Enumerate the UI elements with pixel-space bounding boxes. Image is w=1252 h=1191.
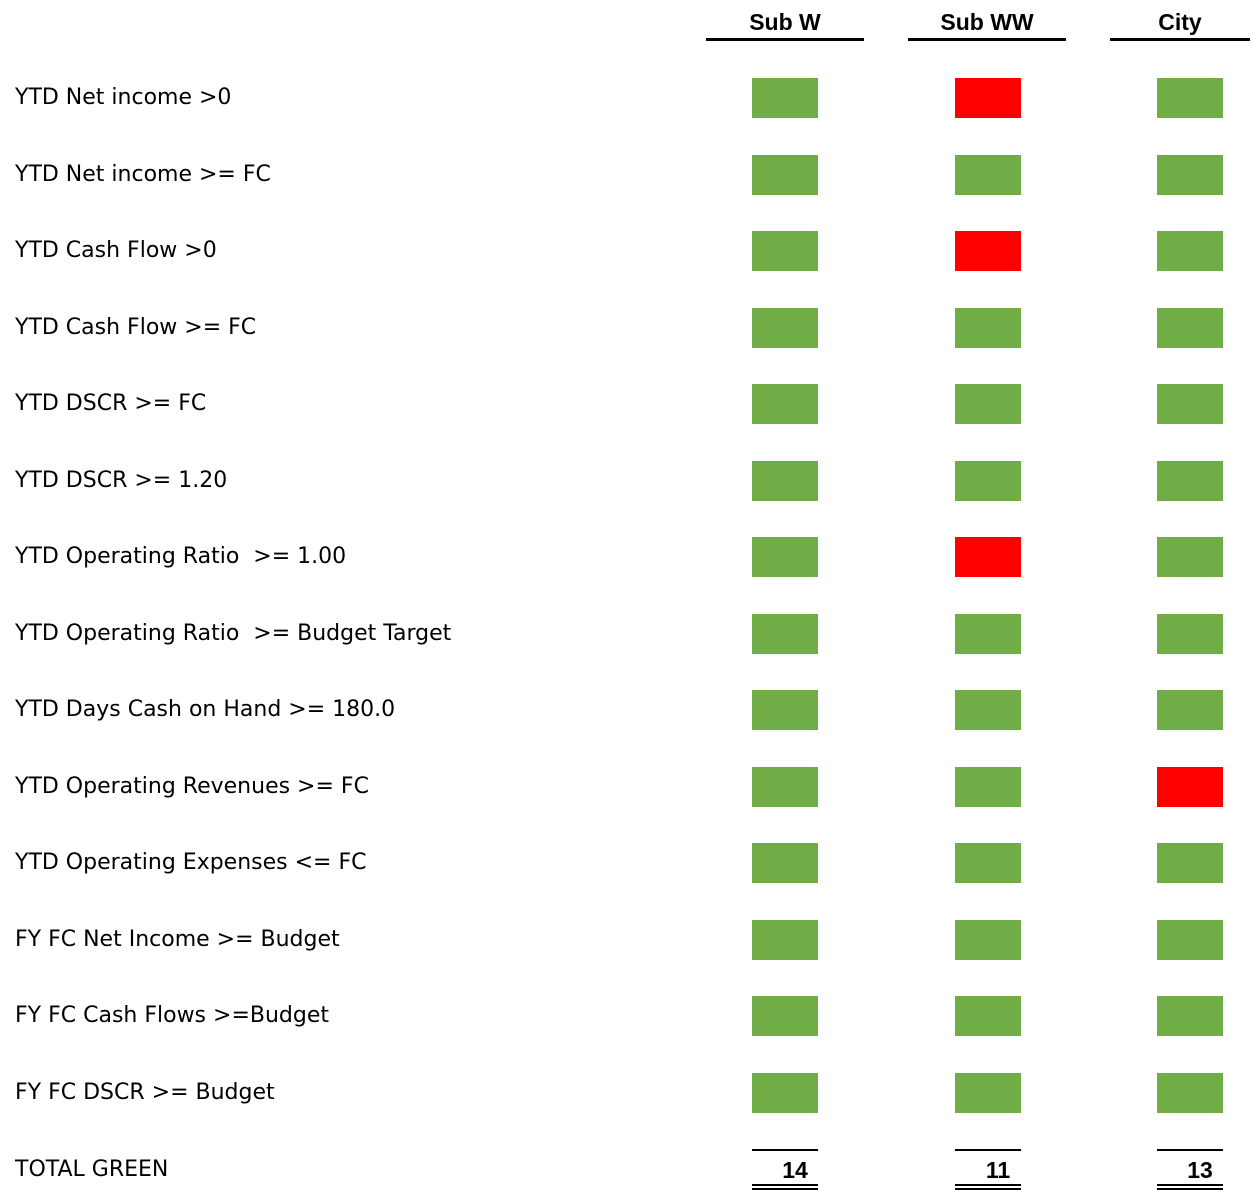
- status-cell: [955, 154, 1021, 195]
- status-cell: [752, 231, 818, 272]
- status-cell: [955, 996, 1021, 1037]
- column-header: City: [1158, 9, 1202, 35]
- status-cell: [955, 766, 1021, 807]
- status-cell: [955, 307, 1021, 348]
- status-cell: [955, 919, 1021, 960]
- row-label: YTD DSCR >= FC: [15, 391, 207, 417]
- status-cell: [752, 996, 818, 1037]
- status-cell: [1157, 537, 1223, 578]
- total-double-rule: [752, 1188, 818, 1190]
- status-cell: [752, 460, 818, 501]
- row-label: YTD Operating Ratio >= Budget Target: [15, 620, 452, 646]
- status-cell: [955, 843, 1021, 884]
- status-cell: [1157, 460, 1223, 501]
- header-underline: [1110, 38, 1250, 41]
- row-label: YTD Net income >= FC: [15, 161, 271, 187]
- status-cell: [1157, 613, 1223, 654]
- row-label: FY FC DSCR >= Budget: [15, 1080, 275, 1106]
- total-double-rule: [752, 1184, 818, 1186]
- status-cell: [752, 537, 818, 578]
- row-label: FY FC Cash Flows >=Budget: [15, 1003, 330, 1029]
- row-label: YTD Cash Flow >0: [15, 238, 217, 264]
- status-cell: [955, 613, 1021, 654]
- total-top-rule: [752, 1149, 818, 1151]
- status-cell: [752, 384, 818, 425]
- status-cell: [752, 307, 818, 348]
- status-cell: [955, 231, 1021, 272]
- column-header: Sub WW: [940, 9, 1034, 35]
- column-header: Sub W: [749, 9, 821, 35]
- status-cell: [752, 154, 818, 195]
- status-cell: [752, 690, 818, 731]
- status-cell: [955, 1073, 1021, 1114]
- header-underline: [706, 38, 864, 41]
- status-cell: [1157, 843, 1223, 884]
- header-underline: [908, 38, 1066, 41]
- status-cell: [1157, 766, 1223, 807]
- status-cell: [1157, 307, 1223, 348]
- status-cell: [752, 78, 818, 118]
- status-cell: [955, 78, 1021, 118]
- status-cell: [1157, 690, 1223, 731]
- row-label: FY FC Net Income >= Budget: [15, 926, 340, 952]
- status-cell: [752, 919, 818, 960]
- status-cell: [1157, 231, 1223, 272]
- row-label: YTD Operating Ratio >= 1.00: [15, 544, 347, 570]
- row-label: YTD Net income >0: [15, 85, 232, 110]
- total-value: 14: [782, 1157, 808, 1183]
- row-label: YTD Operating Expenses <= FC: [15, 850, 367, 876]
- status-cell: [955, 537, 1021, 578]
- total-double-rule: [1157, 1188, 1223, 1190]
- total-double-rule: [1157, 1184, 1223, 1186]
- total-top-rule: [1157, 1149, 1223, 1151]
- status-cell: [955, 460, 1021, 501]
- total-label: TOTAL GREEN: [15, 1157, 169, 1182]
- status-cell: [752, 1073, 818, 1114]
- status-cell: [955, 690, 1021, 731]
- status-cell: [1157, 384, 1223, 425]
- row-label: YTD DSCR >= 1.20: [15, 467, 228, 493]
- total-value: 11: [985, 1157, 1011, 1183]
- status-cell: [1157, 1073, 1223, 1114]
- total-top-rule: [955, 1149, 1021, 1151]
- status-cell: [1157, 154, 1223, 195]
- status-cell: [752, 766, 818, 807]
- row-label: YTD Cash Flow >= FC: [15, 314, 257, 340]
- total-value: 13: [1187, 1157, 1213, 1183]
- status-cell: [955, 384, 1021, 425]
- status-cell: [1157, 919, 1223, 960]
- status-cell: [752, 613, 818, 654]
- status-cell: [1157, 78, 1223, 118]
- row-label: YTD Days Cash on Hand >= 180.0: [15, 697, 396, 723]
- status-cell: [1157, 996, 1223, 1037]
- total-double-rule: [955, 1184, 1021, 1186]
- status-cell: [752, 843, 818, 884]
- total-double-rule: [955, 1188, 1021, 1190]
- row-label: YTD Operating Revenues >= FC: [15, 773, 369, 799]
